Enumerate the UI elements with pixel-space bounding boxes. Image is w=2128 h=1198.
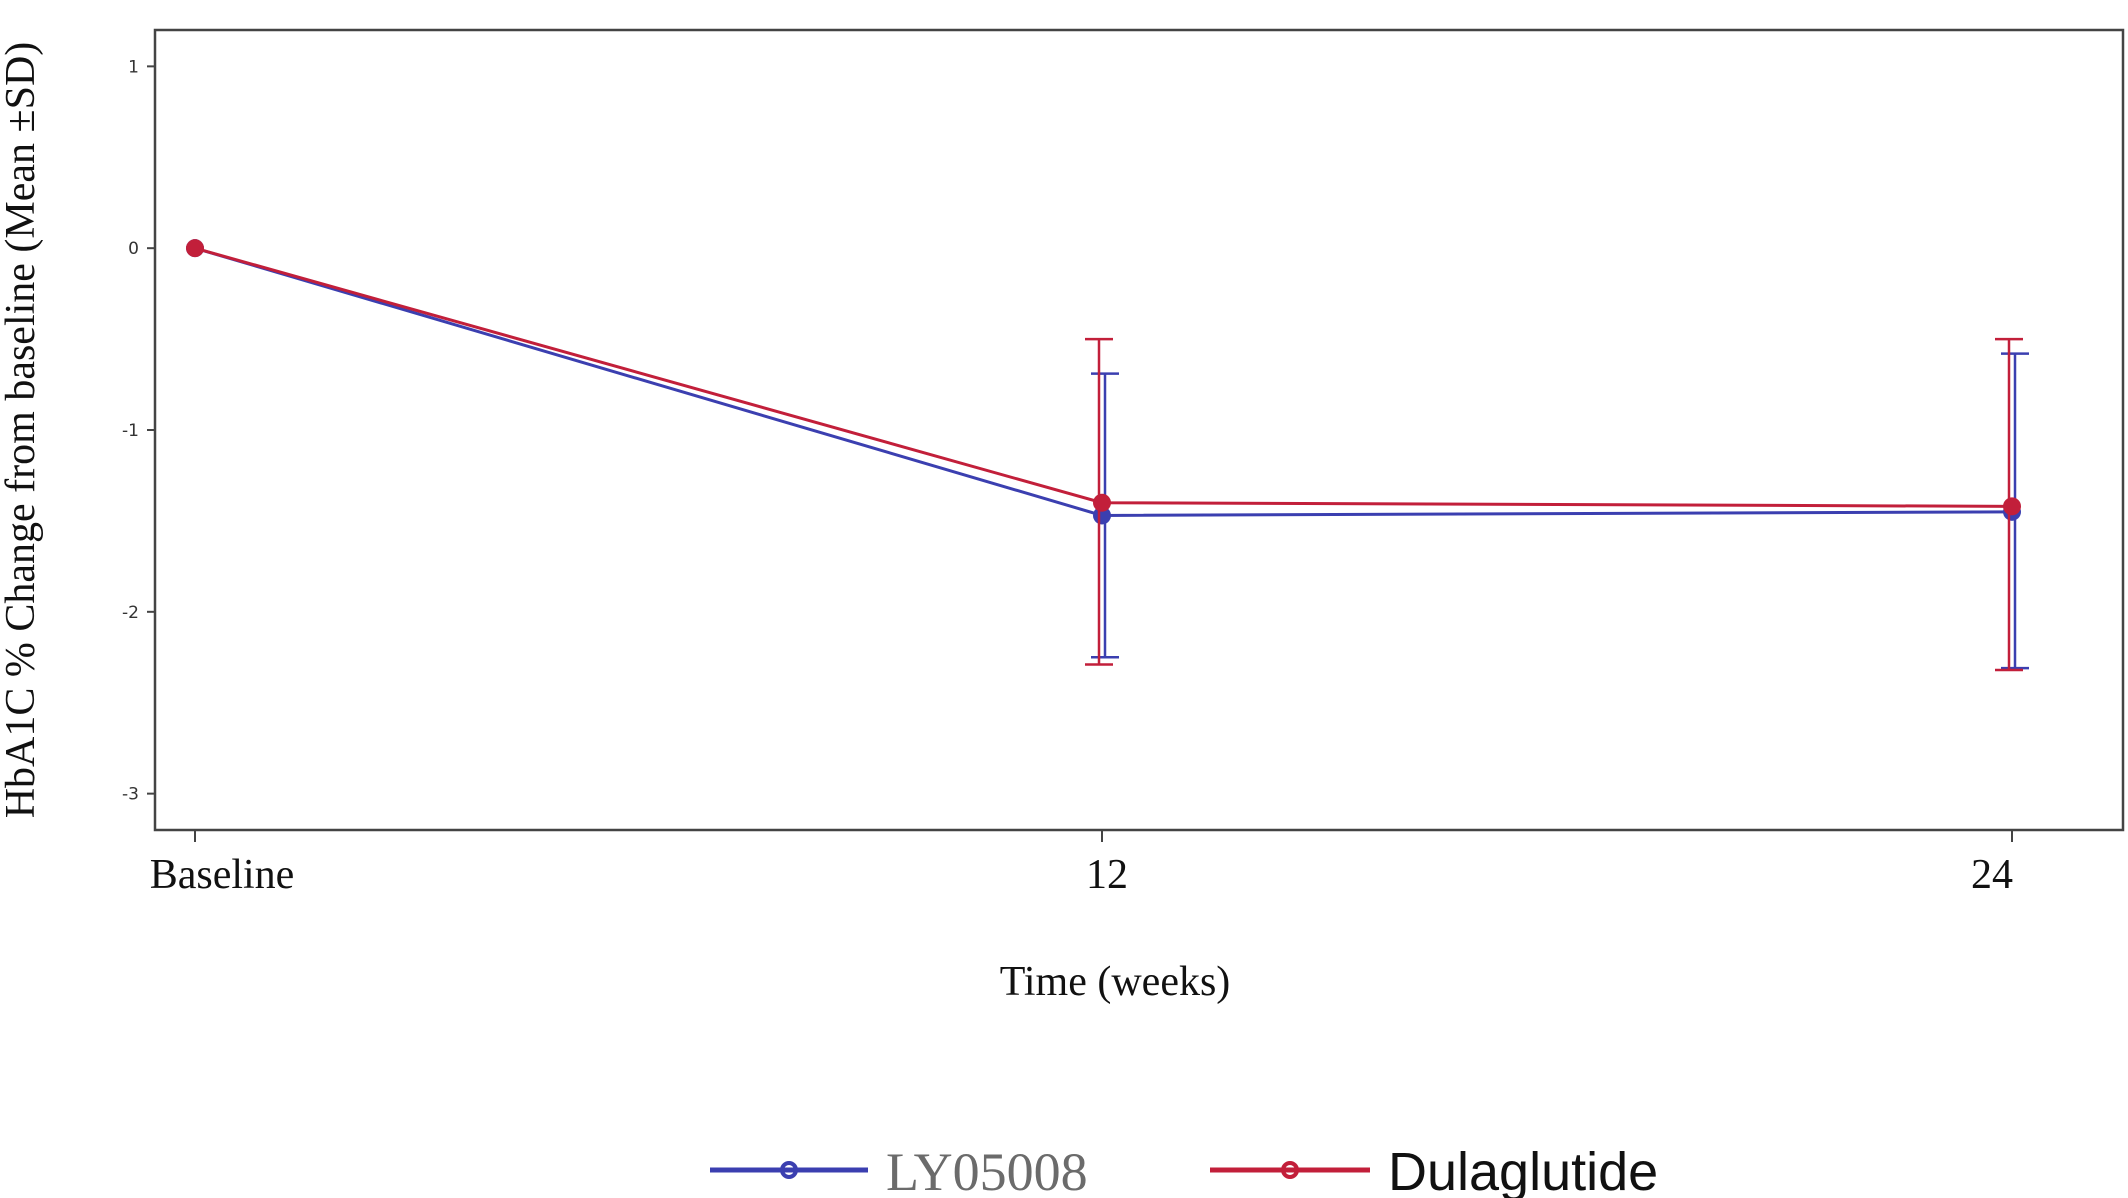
data-point xyxy=(2003,497,2021,516)
legend: LY05008 Dulaglutide xyxy=(710,1142,1658,1198)
y-tick-label: -1 xyxy=(122,421,139,441)
y-axis-title: HbA1C % Change from baseline (Mean ±SD) xyxy=(0,42,44,819)
legend-label-dulaglutide: Dulaglutide xyxy=(1388,1142,1658,1198)
legend-label-ly05008: LY05008 xyxy=(886,1142,1088,1198)
x-tick-label: 24 xyxy=(1971,852,2013,898)
legend-marker-ly05008 xyxy=(780,1161,798,1179)
y-tick-label: -2 xyxy=(122,603,139,623)
series-layer xyxy=(186,239,2029,672)
x-axis-title: Time (weeks) xyxy=(1000,959,1231,1005)
series-line-ly05008 xyxy=(194,246,2013,517)
legend-marker-dulaglutide xyxy=(1281,1161,1299,1179)
plot-frame xyxy=(153,28,2125,832)
data-point xyxy=(186,239,204,258)
series-ly05008 xyxy=(186,239,2029,670)
legend-item-dulaglutide: Dulaglutide xyxy=(1210,1142,1658,1198)
y-tick-label: 1 xyxy=(128,57,139,77)
series-line-dulaglutide xyxy=(194,246,2013,508)
y-tick-label: -3 xyxy=(122,785,139,805)
x-tick-label: 12 xyxy=(1086,852,1128,898)
series-dulaglutide xyxy=(186,239,2023,672)
x-tick-label: Baseline xyxy=(150,852,295,898)
x-axis: Baseline 12 24 xyxy=(150,830,2013,898)
data-point xyxy=(1093,493,1111,512)
y-tick-label: 0 xyxy=(128,239,139,259)
legend-item-ly05008: LY05008 xyxy=(710,1142,1088,1198)
data-point xyxy=(1093,506,1111,525)
y-axis: 1 0 -1 -2 -3 xyxy=(122,57,155,805)
